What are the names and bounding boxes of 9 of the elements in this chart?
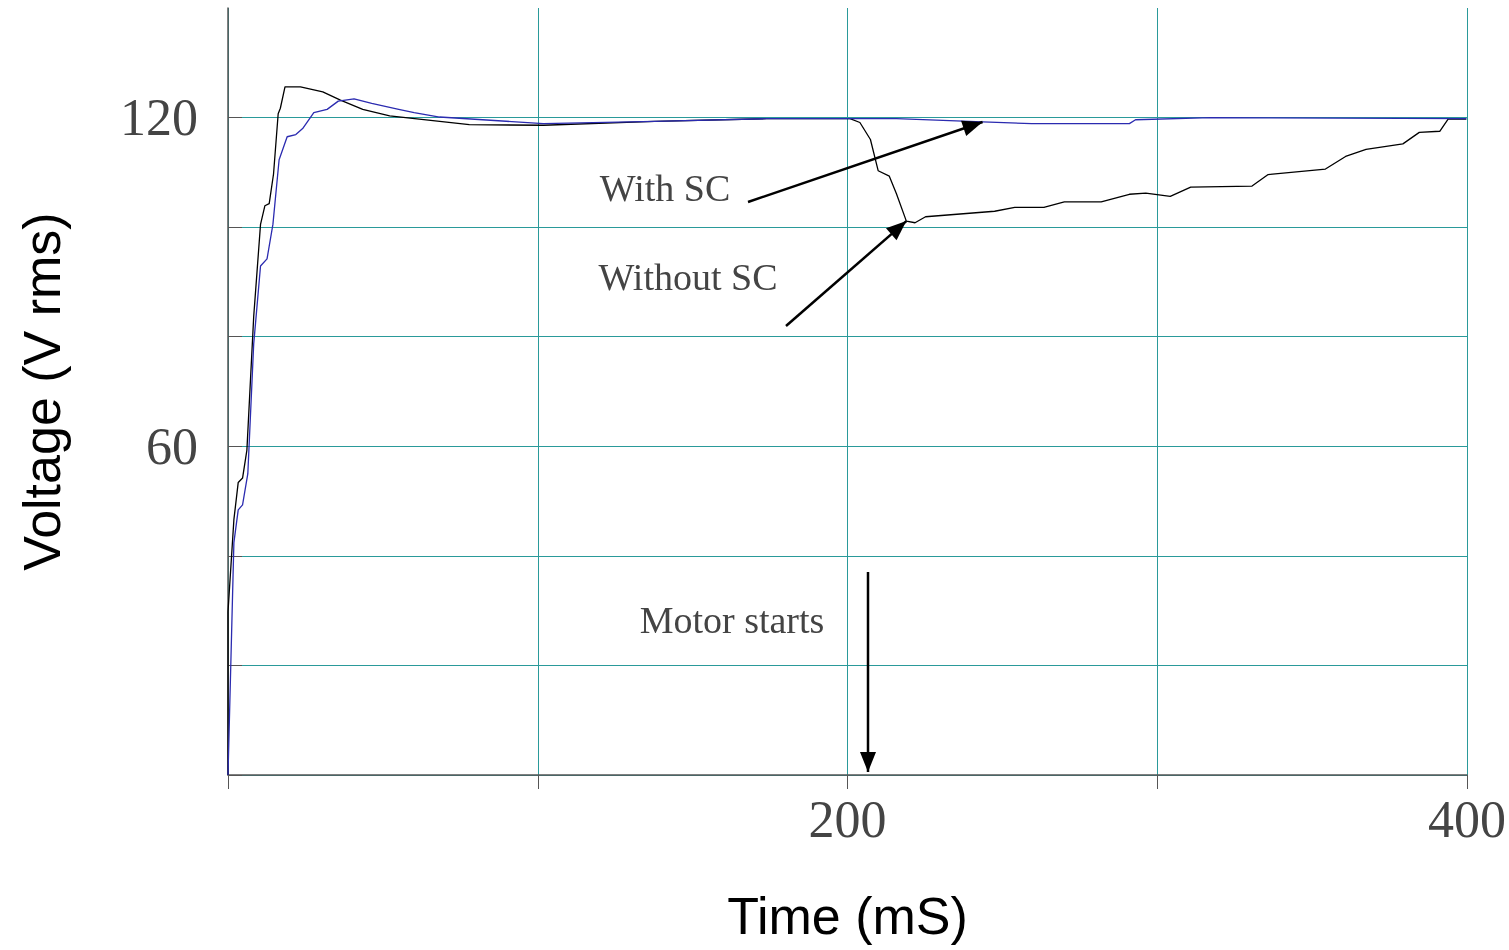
annotation: Motor starts <box>639 599 825 641</box>
y-tick-label: 120 <box>120 89 198 147</box>
y-axis-title: Voltage (V rms) <box>13 212 71 571</box>
x-tick-label: 200 <box>808 790 887 848</box>
x-axis-title: Time (mS) <box>727 887 968 945</box>
annotation: Without SC <box>598 256 778 298</box>
x-tick-label: 400 <box>1428 790 1506 848</box>
y-tick-label: 60 <box>146 417 198 475</box>
annotation: With SC <box>599 167 731 209</box>
